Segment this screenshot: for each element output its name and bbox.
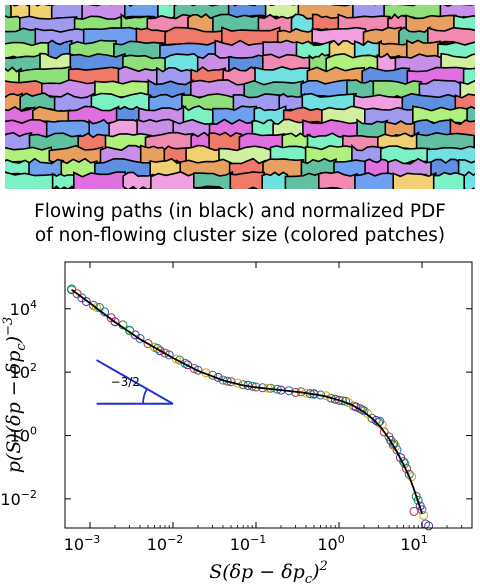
y-tick-exp: 0 [30,424,37,437]
patch-13-4 [150,171,197,189]
fit-curve [71,288,423,514]
y-tick-exp: 2 [30,361,37,374]
data-point-s2-2 [143,339,153,348]
data-point-s4-3 [171,354,181,364]
figure-caption: Flowing paths (in black) and normalized … [0,200,480,248]
data-point-s5-5 [218,375,228,385]
y-tick-base: 10 [0,490,20,509]
x-tick-base: 10 [400,535,420,554]
x-tick-exp: −3 [84,533,100,546]
data-point-s3-4 [183,360,193,370]
patch-13-0 [5,171,56,189]
x-tick-label-2: 10−1 [230,533,267,554]
data-point-s3-12 [386,435,396,445]
x-tick-base: 10 [147,535,167,554]
patch-13-8 [284,171,322,189]
y-tick-exp: −2 [21,488,37,501]
slope-label: −3/2 [111,375,140,389]
y-tick-exp: 4 [30,298,37,311]
data-point-s3-13 [396,453,405,463]
data-point-s0-11 [367,413,377,423]
y-axis-label: p(S)(δp − δpc)−3 [1,317,29,474]
slope-arc [142,388,148,404]
y-tick-label-2: 102 [10,361,37,382]
patch-13-11 [392,171,437,189]
x-tick-base: 10 [317,535,337,554]
y-tick-label-1: 100 [10,424,37,445]
cluster-patches-image [5,5,475,189]
data-point-s2-3 [160,348,170,358]
data-point-s2-10 [355,404,365,414]
y-tick-label-0: 10−2 [0,488,37,509]
data-point-s2-12 [388,440,398,450]
y-tick-base: 10 [10,426,30,445]
patch-13-10 [354,172,397,189]
patch-13-1 [51,172,77,189]
y-tick-base: 10 [10,363,30,382]
caption-line-2: of non-flowing cluster size (colored pat… [34,225,446,246]
slope-line [96,359,174,405]
plot-frame [64,261,473,529]
data-point-s4-14 [419,510,429,520]
data-point-s0-1 [88,300,98,310]
x-tick-base: 10 [230,535,250,554]
patch-13-5 [193,170,234,189]
x-tick-exp: −1 [250,533,266,546]
data-point-s2-14 [409,506,419,516]
data-point-s3-11 [371,415,381,425]
y-tick-base: 10 [10,300,30,319]
x-tick-label-1: 10−2 [147,533,184,554]
data-point-s5-0 [67,285,77,295]
data-point-s1-3 [164,350,174,360]
x-tick-exp: −2 [167,533,183,546]
x-tick-label-0: 10−3 [64,533,101,554]
patch-13-7 [261,171,289,189]
x-tick-exp: 0 [338,533,345,546]
y-tick-label-3: 104 [10,298,37,319]
data-point-s5-4 [180,358,190,368]
patch-13-9 [317,171,358,189]
data-point-s2-4 [189,364,199,373]
x-axis-label: S(δp − δpc)2 [209,559,328,585]
x-tick-label-3: 100 [317,533,344,554]
data-point-s3-15 [424,521,434,531]
patch-13-13 [463,170,475,189]
slope-triangle: −3/2 [96,359,174,405]
data-marks [67,284,434,531]
x-tick-exp: 1 [421,533,428,546]
x-tick-label-4: 101 [400,533,427,554]
patch-13-6 [229,171,266,189]
data-point-s3-10 [351,402,361,412]
data-point-s2-9 [334,395,344,405]
caption-line-1: Flowing paths (in black) and normalized … [34,201,446,222]
x-ticks: 10−3 10−2 10−1 100 101 [64,262,473,554]
data-point-s4-0 [92,303,102,312]
patch-13-12 [432,171,468,189]
data-point-s3-1 [110,317,120,327]
data-point-s5-3 [153,343,162,353]
data-point-s5-10 [357,405,367,415]
data-point-s4-13 [407,472,417,482]
x-tick-base: 10 [64,535,84,554]
data-point-s3-0 [81,297,91,306]
patch-13-2 [73,171,126,189]
